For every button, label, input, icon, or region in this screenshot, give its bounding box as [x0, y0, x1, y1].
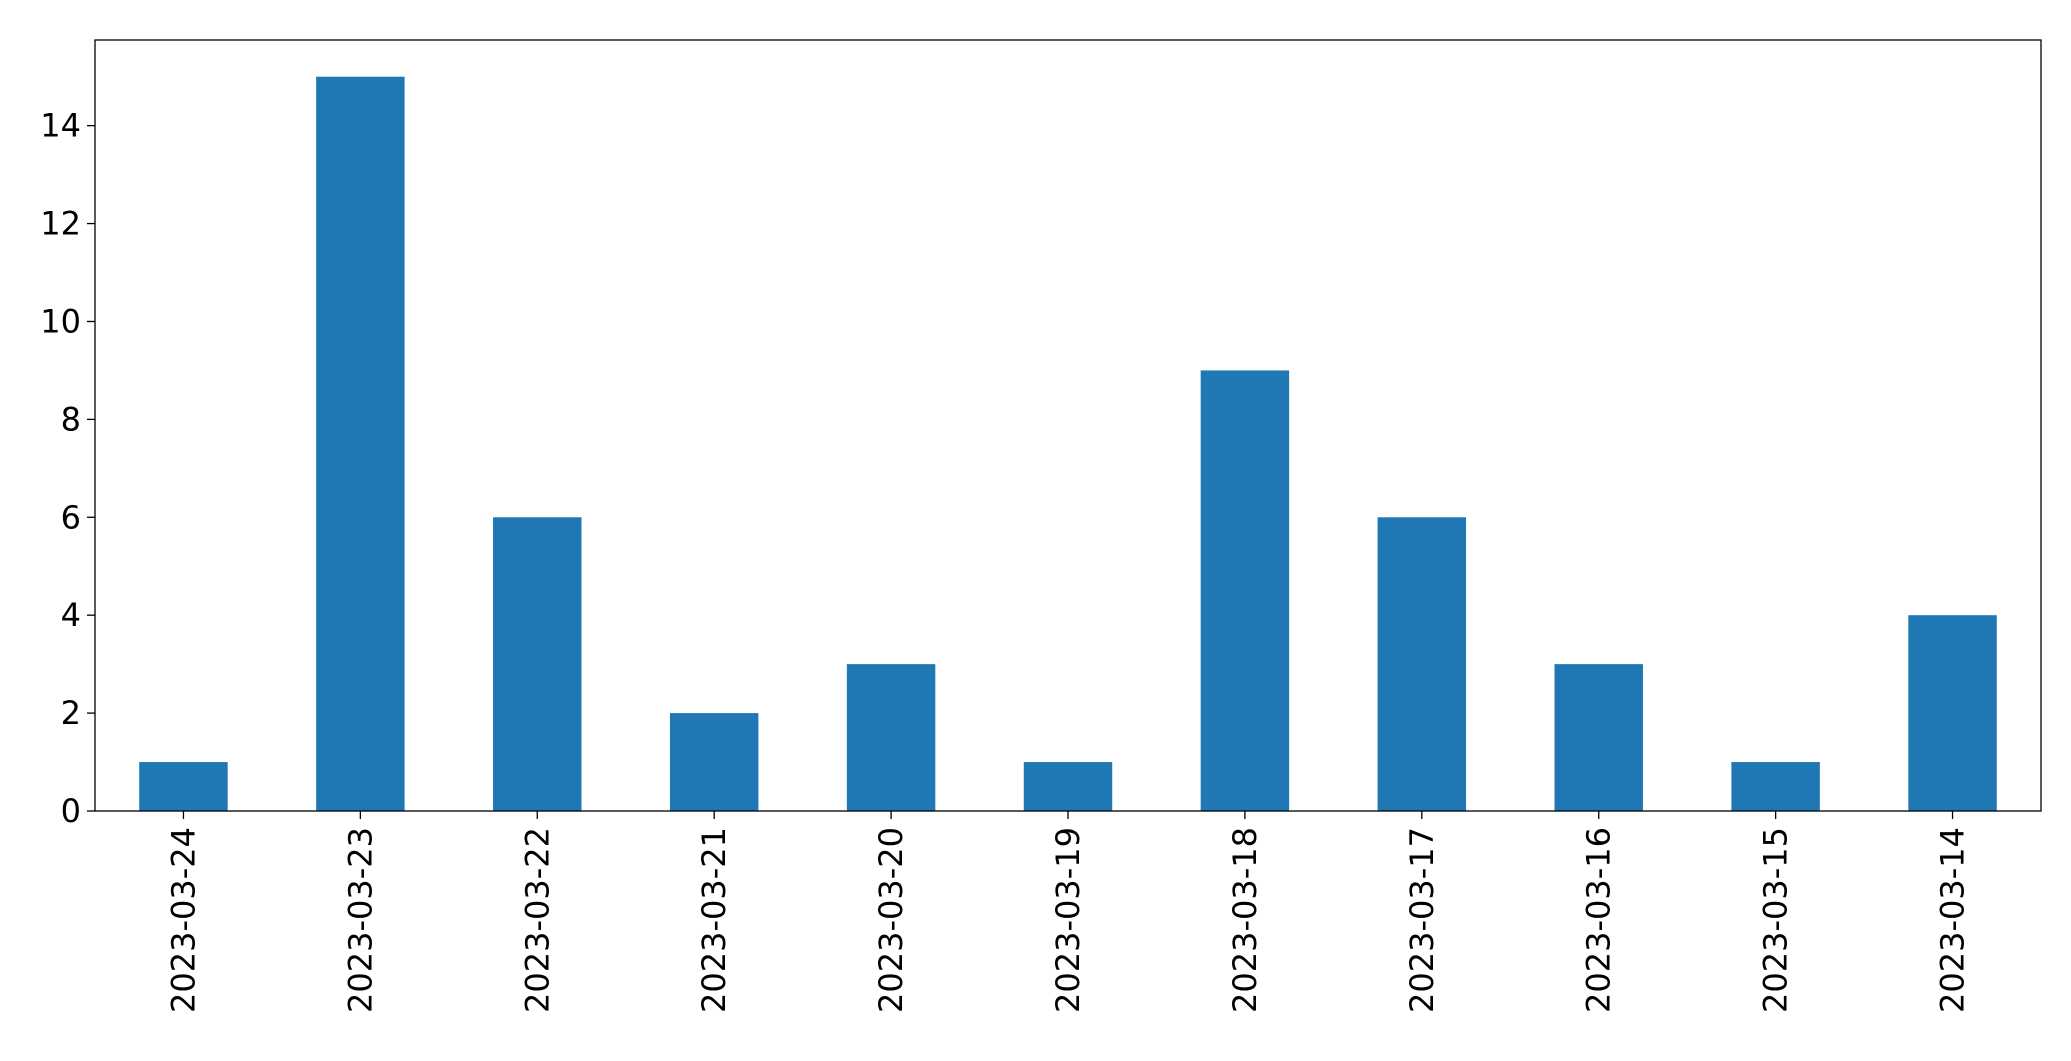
- bar-2023-03-22: [493, 517, 582, 811]
- bars-group: [139, 76, 1997, 811]
- bar-2023-03-19: [1023, 762, 1113, 811]
- x-tick-label: 2023-03-21: [695, 827, 733, 1013]
- x-tick-label: 2023-03-20: [872, 827, 910, 1013]
- bar-2023-03-14: [1908, 615, 1997, 811]
- bar-2023-03-21: [669, 713, 759, 811]
- bar-2023-03-17: [1377, 517, 1467, 811]
- x-tick-label: 2023-03-24: [164, 827, 202, 1013]
- y-axis: 0 2 4 6 8 10 12 14: [40, 107, 95, 830]
- x-tick-label: 2023-03-17: [1403, 827, 1441, 1013]
- bar-2023-03-24: [139, 762, 228, 811]
- y-tick-label: 0: [61, 792, 81, 830]
- x-tick-label: 2023-03-19: [1049, 827, 1087, 1013]
- x-tick-label: 2023-03-23: [341, 827, 379, 1013]
- x-tick-label: 2023-03-22: [518, 827, 556, 1013]
- y-tick-label: 10: [40, 302, 81, 340]
- x-tick-label: 2023-03-15: [1757, 827, 1795, 1013]
- bar-2023-03-18: [1200, 370, 1290, 811]
- y-tick-label: 14: [40, 107, 81, 145]
- plot-frame: [94, 39, 2042, 812]
- y-tick-label: 4: [61, 596, 81, 634]
- x-tick-label: 2023-03-16: [1580, 827, 1618, 1013]
- bar-2023-03-15: [1731, 762, 1820, 811]
- x-tick-label: 2023-03-14: [1934, 827, 1972, 1013]
- y-tick-label: 8: [61, 400, 81, 438]
- bar-2023-03-16: [1554, 664, 1643, 811]
- bar-2023-03-23: [316, 76, 405, 811]
- bar-2023-03-20: [846, 664, 936, 811]
- x-axis: 2023-03-24 2023-03-23 2023-03-22 2023-03-21…: [164, 811, 1972, 1013]
- y-tick-label: 2: [61, 694, 81, 732]
- y-tick-label: 6: [61, 498, 81, 536]
- x-tick-label: 2023-03-18: [1226, 827, 1264, 1013]
- y-tick-label: 12: [40, 205, 81, 243]
